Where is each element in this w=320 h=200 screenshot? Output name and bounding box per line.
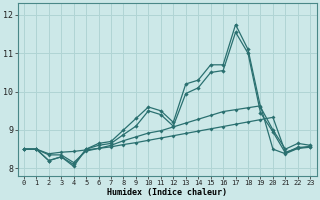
X-axis label: Humidex (Indice chaleur): Humidex (Indice chaleur) <box>107 188 227 197</box>
